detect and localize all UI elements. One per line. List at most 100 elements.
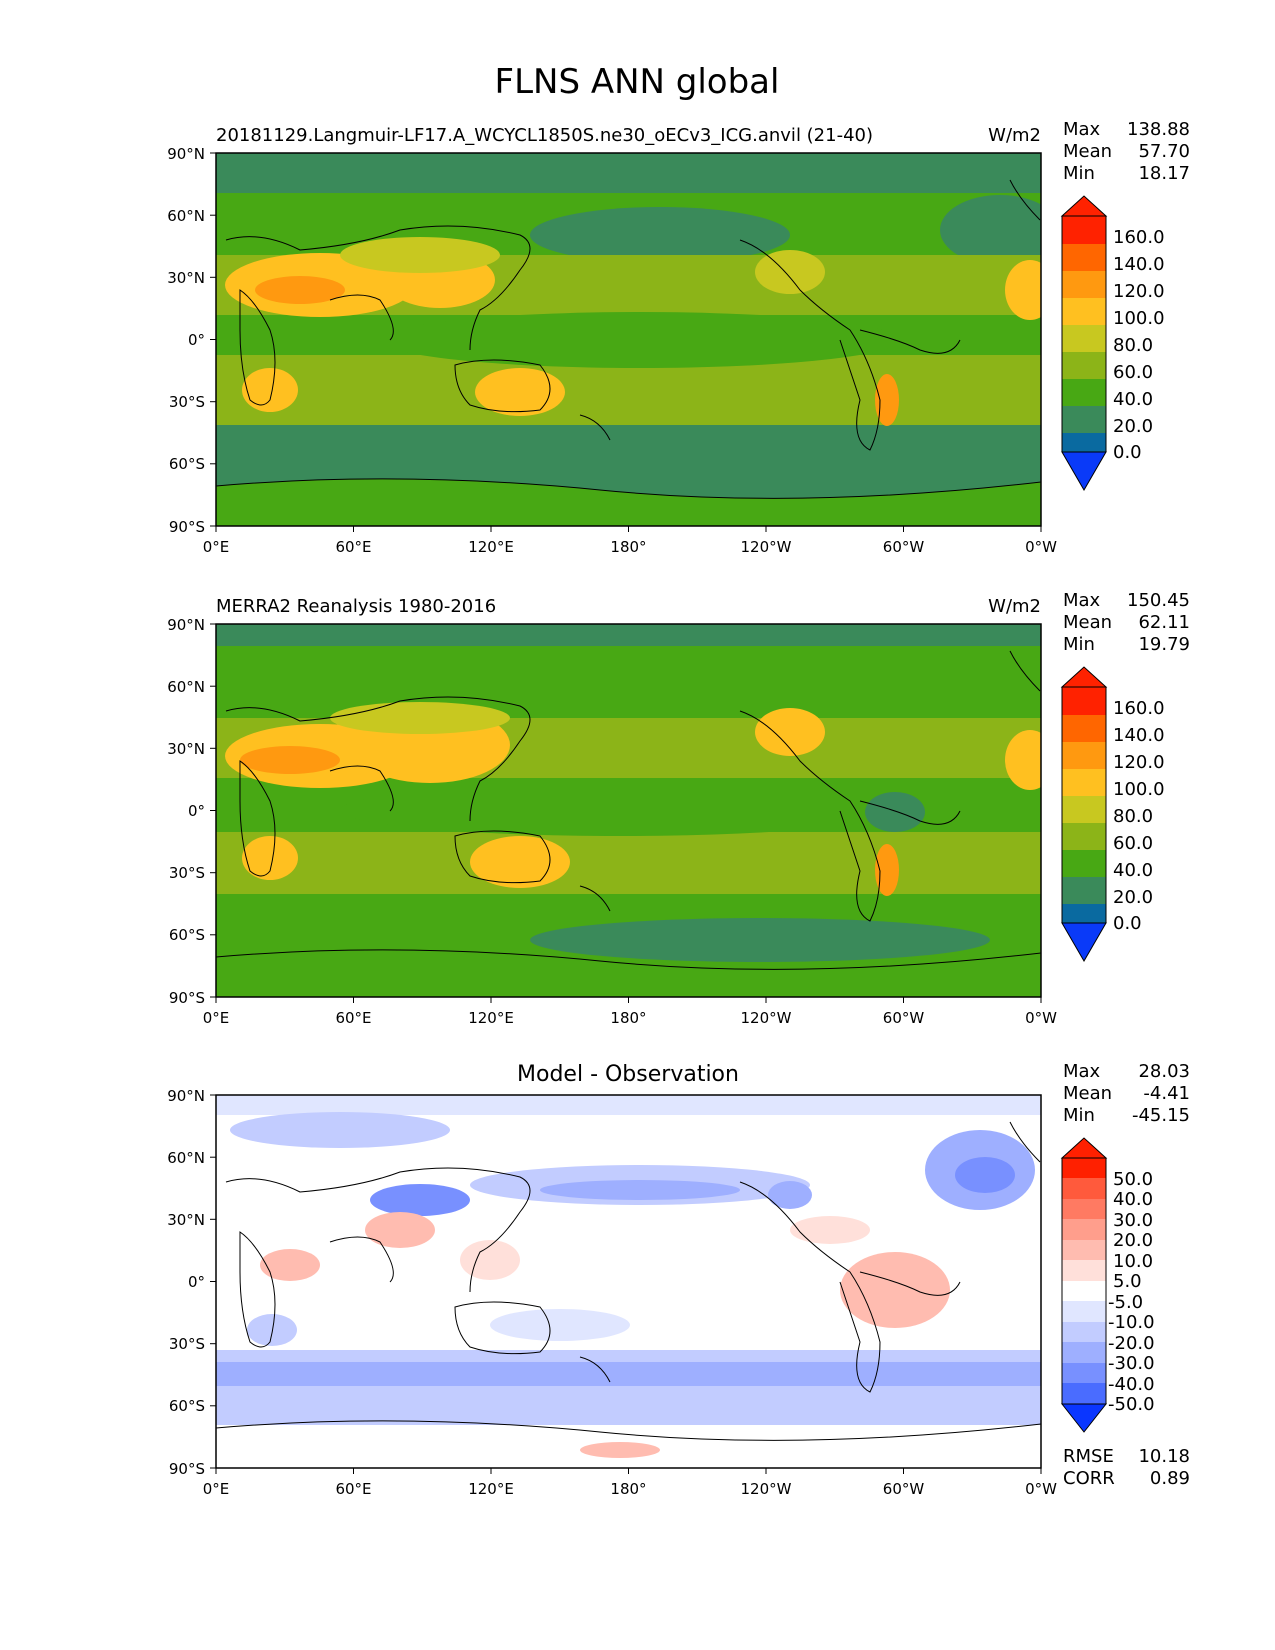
colorbar-swatch (1062, 796, 1106, 824)
colorbar-swatch (1062, 877, 1106, 905)
coastlines (216, 1121, 1041, 1441)
colorbar-label: 160.0 (1113, 227, 1165, 248)
antarctic-high (580, 1442, 660, 1458)
x-tick-label: 0°W (1025, 538, 1057, 556)
stat-value: -4.41 (1143, 1083, 1190, 1104)
y-tick-label: 30°N (167, 740, 205, 758)
stat-label: RMSE (1063, 1446, 1114, 1467)
colorbar-label: 60.0 (1113, 362, 1153, 383)
colorbar-label: 40.0 (1113, 389, 1153, 410)
colorbar-frame (1061, 215, 1107, 453)
stat-value: 57.70 (1138, 141, 1190, 162)
colorbar-frame (1061, 1157, 1107, 1405)
stat-value: 19.79 (1138, 634, 1190, 655)
antarctica-coast-band (216, 478, 1041, 526)
y-tick-label: 90°S (169, 518, 205, 536)
colorbar-swatch (1062, 904, 1106, 923)
x-tick-label: 0°W (1025, 1009, 1057, 1027)
stat-value: 18.17 (1138, 163, 1190, 184)
colorbar-label: 20.0 (1113, 887, 1153, 908)
arctic-band (216, 1095, 1041, 1115)
panel-title: 20181129.Langmuir-LF17.A_WCYCL1850S.ne30… (216, 125, 873, 146)
sahara-core (255, 276, 345, 304)
arctic-band (216, 153, 1041, 193)
north-america-sw (755, 708, 825, 756)
y-tick-label: 90°S (169, 989, 205, 1007)
x-tick-label: 180° (610, 1480, 646, 1498)
stat-value: 28.03 (1138, 1061, 1190, 1082)
x-tick-label: 60°W (883, 1480, 925, 1498)
y-tick-label: 30°N (167, 1211, 205, 1229)
x-tick-label: 60°E (335, 1480, 371, 1498)
colorbar-label: 120.0 (1113, 752, 1165, 773)
y-tick-label: 90°N (167, 616, 205, 634)
colorbar-label: 120.0 (1113, 281, 1165, 302)
colorbar-label: 140.0 (1113, 254, 1165, 275)
colorbar-label: 0.0 (1113, 913, 1142, 934)
y-tick-label: 30°N (167, 269, 205, 287)
colorbar-label: 0.0 (1113, 442, 1142, 463)
colorbar-swatch (1062, 244, 1106, 272)
colorbar-label: 50.0 (1113, 1169, 1153, 1190)
central-america-high (790, 1216, 870, 1244)
sahara-core (240, 746, 340, 774)
x-tick-label: 180° (610, 1009, 646, 1027)
axes-panel-1: 0°E 60°E 120°E 180° 120°W 60°W 0°W 90°N … (167, 145, 1057, 556)
north-america-sw (755, 250, 825, 294)
colorbar-label: 140.0 (1113, 725, 1165, 746)
colorbar-swatch (1062, 742, 1106, 770)
colorbar-swatch (1062, 406, 1106, 434)
stat-value: -45.15 (1132, 1105, 1190, 1126)
colorbar: 160.0 140.0 120.0 100.0 80.0 60.0 40.0 2… (1060, 666, 1165, 962)
colorbar-frame (1061, 686, 1107, 924)
stat-value: 138.88 (1127, 119, 1190, 140)
colorbar-label: 100.0 (1113, 308, 1165, 329)
colorbar-swatch (1062, 1219, 1106, 1240)
stat-label: Mean (1063, 1083, 1112, 1104)
map-area (216, 1095, 1041, 1468)
north-atlantic-core (955, 1157, 1015, 1193)
stat-label: Mean (1063, 141, 1112, 162)
central-asia (340, 237, 500, 273)
atlantic-east (1005, 730, 1041, 790)
stats-block: Max 150.45 Mean 62.11 Min 19.79 (1063, 590, 1190, 655)
andes-high (875, 374, 899, 426)
panel-units: W/m2 (988, 125, 1041, 146)
x-tick-label: 0°E (203, 1480, 230, 1498)
stats-block: Max 28.03 Mean -4.41 Min -45.15 (1063, 1061, 1190, 1126)
y-tick-label: 0° (188, 1273, 205, 1291)
x-tick-label: 60°E (335, 538, 371, 556)
colorbar-swatch (1062, 850, 1106, 878)
stat-label: Min (1063, 163, 1095, 184)
colorbar-label: -30.0 (1108, 1353, 1155, 1374)
southern-mid-lat-low (216, 1350, 1041, 1425)
y-tick-label: 30°S (169, 393, 205, 411)
colorbar-swatch (1062, 715, 1106, 743)
stats-block: Max 138.88 Mean 57.70 Min 18.17 (1063, 119, 1190, 184)
y-ticks: 90°N 60°N 30°N 0° 30°S 60°S 90°S (167, 1087, 216, 1478)
x-tick-label: 60°E (335, 1009, 371, 1027)
y-ticks: 90°N 60°N 30°N 0° 30°S 60°S 90°S (167, 616, 216, 1007)
x-tick-label: 180° (610, 538, 646, 556)
arctic-band (216, 624, 1041, 646)
y-tick-label: 60°N (167, 678, 205, 696)
australia-high (475, 368, 565, 416)
colorbar-label: 20.0 (1113, 1230, 1153, 1251)
colorbar-bottom-triangle (1061, 922, 1107, 962)
southern-ocean (216, 425, 1041, 480)
y-tick-label: 60°S (169, 1397, 205, 1415)
stat-label: Min (1063, 634, 1095, 655)
colorbar-swatch (1062, 1383, 1106, 1404)
asia-low (370, 1184, 470, 1216)
south-africa-low (247, 1314, 297, 1346)
stat-label: Mean (1063, 612, 1112, 633)
y-tick-label: 60°S (169, 926, 205, 944)
colorbar-bottom-triangle (1061, 451, 1107, 491)
colorbar-swatch (1062, 216, 1106, 244)
axes-panel-3: 0°E 60°E 120°E 180° 120°W 60°W 0°W 90°N … (167, 1087, 1057, 1498)
colorbar-label: 80.0 (1113, 335, 1153, 356)
colorbar-swatch (1062, 1178, 1106, 1199)
tibet-high (330, 702, 510, 734)
subtropics-south (216, 832, 1041, 894)
